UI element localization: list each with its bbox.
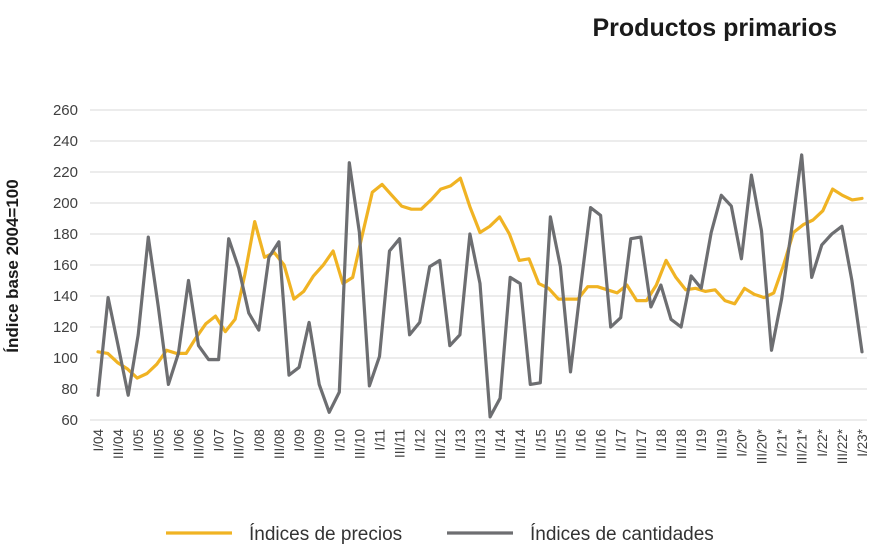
legend-label-1: Índices de cantidades [530, 524, 714, 545]
y-tick-label: 220 [53, 164, 78, 181]
x-tick-label: I/04 [91, 429, 106, 452]
y-tick-label: 120 [53, 319, 78, 336]
x-tick-label: III/11 [393, 429, 408, 458]
x-tick-label: I/05 [131, 429, 146, 452]
x-tick-label: III/19 [714, 429, 729, 459]
x-tick-label: I/10 [332, 429, 347, 452]
x-tick-label: III/20* [755, 428, 770, 464]
y-tick-label: 80 [61, 381, 78, 398]
y-axis-ticks: 60 80 100 120 140 160 180 200 220 240 260 [53, 102, 78, 429]
x-tick-label: I/22* [815, 428, 830, 457]
x-tick-label: I/09 [292, 429, 307, 452]
y-tick-label: 260 [53, 102, 78, 119]
x-tick-label: III/12 [433, 429, 448, 459]
y-tick-label: 60 [61, 412, 78, 429]
y-tick-label: 140 [53, 288, 78, 305]
x-tick-label: I/07 [212, 429, 227, 452]
y-axis-label: Índice base 2004=100 [3, 179, 22, 352]
x-tick-label: I/06 [171, 429, 186, 452]
x-tick-label: III/21* [795, 428, 810, 464]
x-tick-label: I/21* [775, 428, 790, 457]
x-tick-label: I/18 [654, 429, 669, 452]
x-tick-label: III/09 [312, 429, 327, 459]
legend: Índices de precios Índices de cantidades [166, 524, 714, 545]
x-tick-label: III/16 [594, 429, 609, 459]
y-tick-label: 240 [53, 133, 78, 150]
x-tick-label: I/08 [252, 429, 267, 452]
x-tick-label: I/19 [694, 429, 709, 452]
x-tick-label: I/11 [373, 429, 388, 451]
x-axis-ticks: I/04 III/04 I/05 III/05 I/06 III/06 I/07 III/07… [91, 428, 870, 464]
x-tick-label: III/07 [232, 429, 247, 459]
x-tick-label: III/15 [553, 429, 568, 459]
legend-label-0: Índices de precios [249, 524, 402, 545]
y-tick-label: 180 [53, 226, 78, 243]
x-tick-label: III/04 [111, 429, 126, 460]
x-tick-label: I/23* [855, 428, 870, 457]
x-tick-label: III/18 [674, 429, 689, 459]
x-tick-label: III/14 [513, 429, 528, 460]
y-tick-label: 200 [53, 195, 78, 212]
x-tick-label: III/05 [151, 429, 166, 459]
x-tick-label: III/13 [473, 429, 488, 459]
x-tick-label: III/17 [634, 429, 649, 459]
x-tick-label: I/20* [734, 428, 749, 457]
x-tick-label: III/22* [835, 428, 850, 464]
series-line-0 [96, 176, 864, 380]
x-tick-label: I/17 [614, 429, 629, 452]
series-line-1 [96, 153, 864, 419]
chart-title: Productos primarios [592, 14, 838, 42]
x-tick-label: III/06 [192, 429, 207, 459]
y-tick-label: 160 [53, 257, 78, 274]
x-tick-label: III/10 [352, 429, 367, 459]
gridlines [90, 109, 867, 421]
x-tick-label: I/16 [574, 429, 589, 452]
x-tick-label: III/08 [272, 429, 287, 459]
x-tick-label: I/14 [493, 429, 508, 452]
y-tick-label: 100 [53, 350, 78, 367]
x-tick-label: I/13 [453, 429, 468, 452]
x-tick-label: I/12 [413, 429, 428, 452]
x-tick-label: I/15 [533, 429, 548, 452]
series-lines [96, 153, 864, 419]
